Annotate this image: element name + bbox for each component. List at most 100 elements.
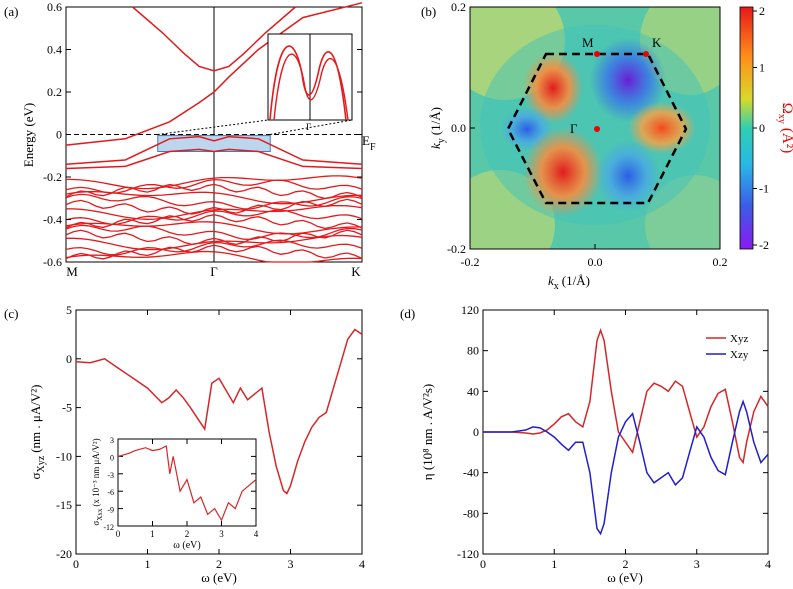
legend-label-xyz: Xyz (730, 333, 748, 345)
ytick-label: 0.6 (47, 0, 62, 14)
ytick-label: -0.6 (43, 255, 62, 269)
panel-b-ticks: -0.2 0.0 0.2 0.2 0.0 -0.2 (447, 0, 728, 269)
inset-frame (117, 438, 257, 527)
xtick-label: 0.2 (713, 255, 728, 269)
xtick-label: 0.0 (588, 255, 603, 269)
berry-lobe (596, 140, 660, 212)
ytick-label: 0 (56, 128, 62, 142)
colorbar-tick-label: 2 (759, 4, 765, 18)
deep-band (65, 198, 363, 215)
panel-d-xlabel: ω (eV) (607, 570, 643, 585)
colorbar-ticks: 2 1 0 -1 -2 (753, 4, 769, 252)
legend-label-xzy: Xzy (730, 349, 749, 361)
label-K: K (652, 35, 662, 50)
panel-c-xlabel: ω (eV) (201, 570, 237, 585)
panel-c-label: (c) (4, 306, 18, 321)
panel-b-ylabel: ky(1/Å) (428, 107, 447, 149)
deep-band (65, 204, 363, 220)
panel-b: (b) M K Γ -0.2 0.0 0.2 0.2 0.0 -0.2 kx (1/Å) k… (421, 0, 793, 292)
point-K (643, 51, 649, 57)
inset-curve (117, 445, 257, 522)
band-valence-2 (65, 148, 363, 170)
band-valence-1 (65, 135, 363, 166)
panel-b-xlabel: kx (1/Å) (548, 273, 590, 292)
colorbar-label: Ωxy(Å²) (776, 103, 793, 153)
ytick-label: -10 (56, 449, 72, 463)
legend: Xyz Xzy (706, 333, 749, 361)
panel-a: (a) Γ 0.6 0.4 0.2 0 -0.2 -0.4 -0.6 M Γ K Energy (… (4, 0, 376, 279)
sigma-xyz-line (75, 328, 363, 495)
deep-band (65, 193, 363, 210)
point-M (594, 51, 600, 57)
ytick-label: 80 (467, 344, 479, 358)
xtick-label: 1 (150, 529, 155, 539)
label-M: M (582, 35, 594, 50)
xtick-label: K (351, 264, 361, 279)
band-conduction-2 (132, 6, 296, 72)
label-Gamma: Γ (570, 121, 578, 136)
ytick-label: -0.2 (447, 242, 466, 256)
ytick-label: 0 (110, 453, 114, 462)
ytick-label: -40 (463, 466, 479, 480)
deep-band (66, 234, 363, 251)
xtick-label: 1 (551, 557, 557, 571)
ytick-label: -15 (56, 498, 72, 512)
deep-band (65, 244, 363, 260)
point-Gamma (594, 126, 600, 132)
fermi-label: EF (362, 133, 376, 153)
deep-band (65, 250, 363, 263)
xtick-label: 4 (765, 557, 771, 571)
ytick-label: 0.2 (47, 85, 62, 99)
ytick-label: -0.4 (43, 213, 62, 227)
xtick-label: 4 (254, 529, 259, 539)
deep-band (65, 183, 363, 200)
inset-connector (157, 119, 269, 135)
inset-gamma-label: Γ (306, 122, 311, 132)
ytick-label: 0 (473, 425, 479, 439)
xtick-label: -0.2 (461, 255, 480, 269)
panel-c-ylabel: σXyz(nm . μA/V²) (28, 385, 47, 480)
xtick-label: 1 (145, 557, 151, 571)
ytick-label: -12 (103, 523, 114, 532)
panel-a-bands: Γ (65, 2, 363, 263)
ytick-label: -80 (463, 506, 479, 520)
panel-b-label: (b) (421, 4, 436, 19)
ytick-label: 3 (110, 436, 114, 445)
xtick-label: 0 (480, 557, 486, 571)
panel-c-inset: 30-3-6-9-120 1 2 3 4 σXxx(x 10⁻³ nm μA/V²) ω… (91, 436, 259, 551)
berry-lobe (590, 38, 666, 122)
panel-c: (c) 50-5-10-15-200 1 2 3 4 σXyz(nm . μA/V²) … (4, 303, 365, 585)
xtick-label: M (66, 264, 78, 279)
ytick-label: 120 (461, 303, 479, 317)
band-conduction-1 (65, 2, 363, 146)
xtick-label: 0 (73, 557, 79, 571)
inset-band (269, 45, 347, 121)
panel-a-label: (a) (4, 4, 18, 19)
eta-xzy-line (483, 399, 769, 536)
xtick-label: 4 (359, 557, 365, 571)
xtick-label: 3 (219, 529, 224, 539)
xtick-label: 2 (185, 529, 190, 539)
panel-d-label: (d) (400, 306, 415, 321)
ytick-label: -0.2 (43, 170, 62, 184)
panel-a-ylabel: Energy (eV) (21, 103, 36, 167)
xtick-label: 2 (216, 557, 222, 571)
ytick-label: 0.4 (47, 43, 62, 57)
colorbar-tick-label: 0 (759, 121, 765, 135)
xtick-label: Γ (210, 264, 218, 279)
panel-d-curves (483, 328, 769, 536)
berry-heatmap (470, 7, 720, 249)
panel-d-frame (482, 309, 769, 555)
colorbar-tick-label: -2 (759, 238, 769, 252)
inset-connector (270, 119, 353, 135)
xtick-label: 0 (116, 529, 121, 539)
ytick-label: 5 (66, 303, 72, 317)
ytick-label: -9 (107, 506, 114, 515)
panel-a-ticks: 0.6 0.4 0.2 0 -0.2 -0.4 -0.6 M Γ K (43, 0, 362, 279)
colorbar-tick-label: -1 (759, 182, 769, 196)
inset-band (273, 53, 349, 121)
ytick-label: 0 (66, 352, 72, 366)
